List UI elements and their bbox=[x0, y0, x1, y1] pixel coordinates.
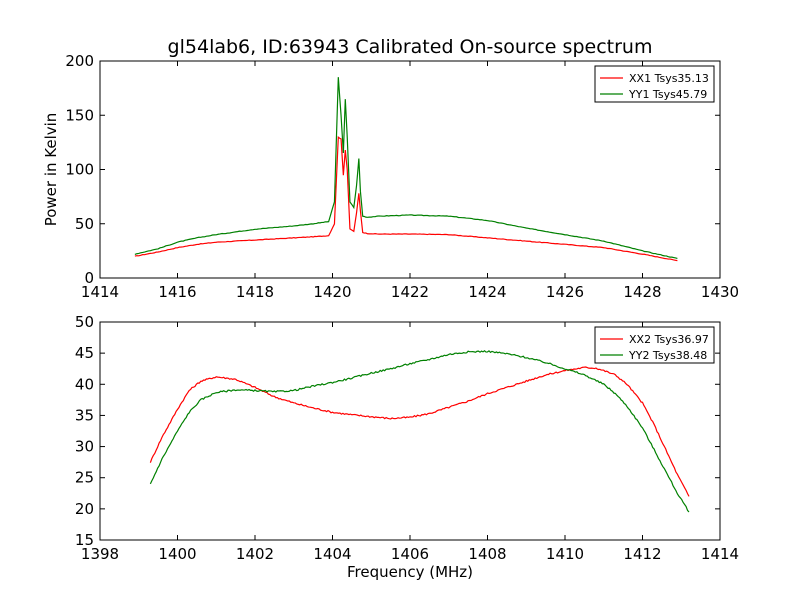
top-plot-x-tick-label: 1414 bbox=[81, 283, 119, 301]
bottom-plot-x-tick-label: 1414 bbox=[701, 545, 739, 563]
top-plot-x-tick-label: 1418 bbox=[236, 283, 274, 301]
top-plot-y-axis-label: Power in Kelvin bbox=[42, 113, 60, 227]
top-plot-y-tick-label: 0 bbox=[84, 269, 94, 287]
top-plot-series-1-line bbox=[134, 135, 678, 262]
bottom-plot-y-tick-label: 20 bbox=[75, 500, 94, 518]
top-plot-x-tick-label: 1424 bbox=[468, 283, 506, 301]
bottom-plot-legend-label-2: YY2 Tsys38.48 bbox=[628, 349, 707, 362]
bottom-plot-x-tick-label: 1402 bbox=[236, 545, 274, 563]
bottom-plot-series-2-line bbox=[149, 350, 690, 513]
bottom-plot-y-tick-label: 25 bbox=[75, 469, 94, 487]
top-plot-x-tick-label: 1428 bbox=[623, 283, 661, 301]
top-plot-x-tick-label: 1422 bbox=[391, 283, 429, 301]
bottom-plot-x-tick-label: 1412 bbox=[623, 545, 661, 563]
bottom-plot-y-tick-label: 15 bbox=[75, 531, 94, 549]
bottom-plot-legend-box bbox=[594, 326, 715, 364]
bottom-plot-legend: XX2 Tsys36.97 YY2 Tsys38.48 bbox=[594, 326, 715, 364]
top-plot-legend-label-2: YY1 Tsys45.79 bbox=[628, 88, 707, 101]
top-plot-x-tick-label: 1416 bbox=[158, 283, 196, 301]
figure-title: gl54lab6, ID:63943 Calibrated On-source … bbox=[168, 36, 653, 58]
bottom-plot-series-1-line bbox=[149, 366, 690, 497]
bottom-plot-legend-label-1: XX2 Tsys36.97 bbox=[629, 333, 709, 346]
bottom-plot-y-tick-label: 45 bbox=[75, 344, 94, 362]
bottom-plot-x-tick-label: 1408 bbox=[468, 545, 506, 563]
top-plot-y-tick-label: 200 bbox=[65, 52, 94, 70]
bottom-plot-series bbox=[149, 350, 690, 513]
bottom-plot: 1398 1400 1402 1404 1406 1408 1410 1412 1414 15 20… bbox=[75, 313, 739, 581]
bottom-plot-x-axis-label: Frequency (MHz) bbox=[347, 563, 473, 581]
bottom-plot-y-tick-label: 35 bbox=[75, 406, 94, 424]
bottom-plot-frame bbox=[99, 321, 721, 541]
bottom-plot-x-tick-label: 1406 bbox=[391, 545, 429, 563]
top-plot-series bbox=[134, 77, 678, 262]
bottom-plot-x-tick-label: 1410 bbox=[546, 545, 584, 563]
top-plot-frame bbox=[99, 60, 721, 279]
bottom-plot-y-tick-label: 50 bbox=[75, 313, 94, 331]
top-plot-legend: XX1 Tsys35.13 YY1 Tsys45.79 bbox=[594, 65, 715, 103]
bottom-plot-ticks: 1398 1400 1402 1404 1406 1408 1410 1412 1414 15 20… bbox=[75, 313, 739, 563]
top-plot-x-tick-label: 1420 bbox=[313, 283, 351, 301]
bottom-plot-y-tick-label: 30 bbox=[75, 438, 94, 456]
bottom-plot-x-tick-label: 1404 bbox=[313, 545, 351, 563]
top-plot-legend-label-1: XX1 Tsys35.13 bbox=[629, 72, 709, 85]
bottom-plot-y-tick-label: 40 bbox=[75, 375, 94, 393]
top-plot-series-2-line bbox=[134, 77, 678, 260]
bottom-plot-x-tick-label: 1400 bbox=[158, 545, 196, 563]
top-plot-y-tick-label: 150 bbox=[65, 106, 94, 124]
top-plot-y-tick-label: 50 bbox=[75, 215, 94, 233]
top-plot-ticks: 1414 1416 1418 1420 1422 1424 1426 1428 1430 0 50 1… bbox=[65, 52, 739, 301]
top-plot-x-tick-label: 1430 bbox=[701, 283, 739, 301]
top-plot: 1414 1416 1418 1420 1422 1424 1426 1428 1430 0 50 1… bbox=[42, 52, 739, 301]
top-plot-y-tick-label: 100 bbox=[65, 161, 94, 179]
top-plot-legend-box bbox=[594, 65, 715, 103]
top-plot-x-tick-label: 1426 bbox=[546, 283, 584, 301]
bottom-plot-x-tick-label: 1398 bbox=[81, 545, 119, 563]
